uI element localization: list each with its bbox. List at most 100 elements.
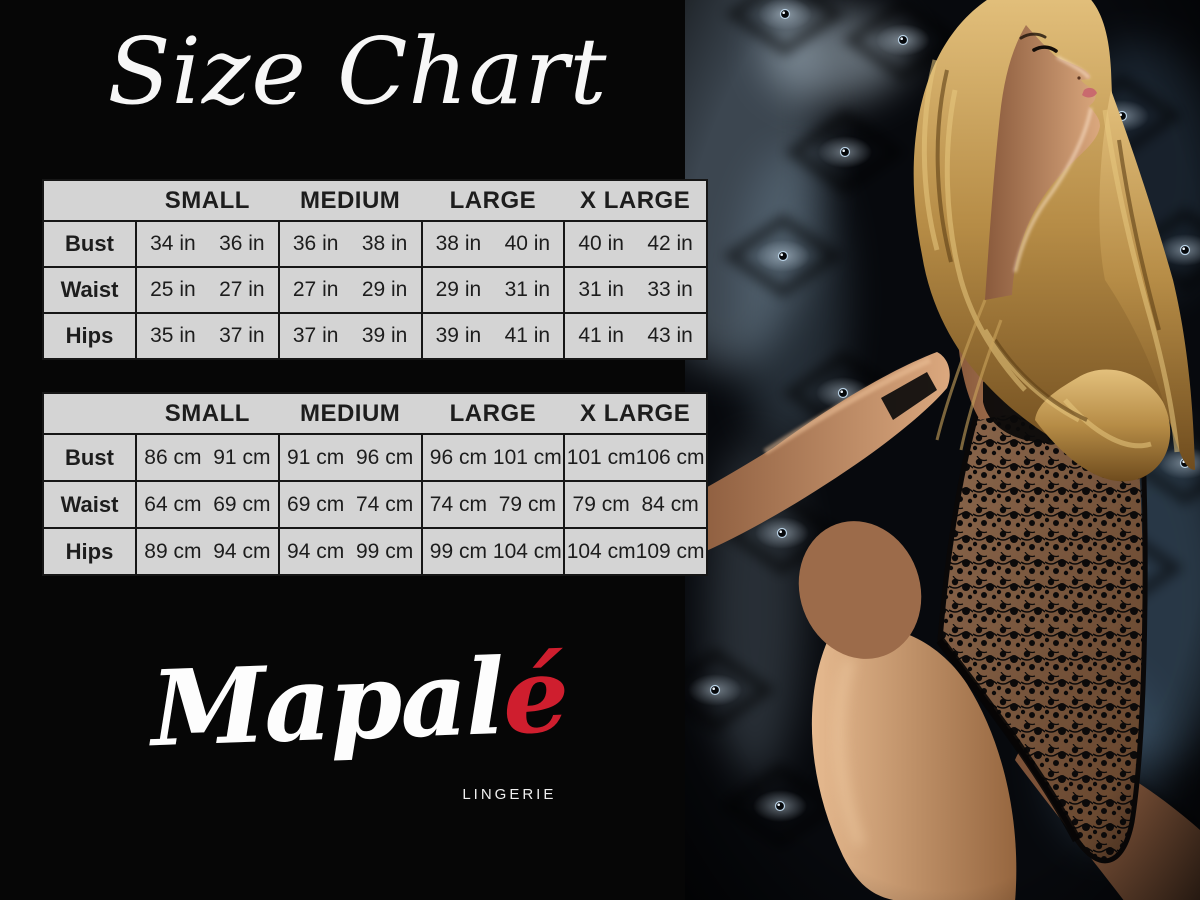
size-range-cell: 89 cm 94 cm bbox=[135, 527, 280, 576]
size-range-cell: 104 cm109 cm bbox=[563, 527, 708, 576]
size-value: 39 in bbox=[361, 324, 408, 347]
table-row-bust: Bust 86 cm 91 cm 91 cm 96 cm 96 cm 101 cm 101 c… bbox=[42, 433, 708, 482]
size-value: 37 in bbox=[292, 324, 339, 347]
size-value: 42 in bbox=[647, 232, 693, 255]
size-value: 79 cm bbox=[498, 492, 556, 516]
row-label: Bust bbox=[42, 220, 137, 268]
size-value: 41 in bbox=[578, 324, 624, 347]
size-value: 40 in bbox=[504, 232, 551, 255]
size-value: 37 in bbox=[219, 324, 265, 347]
size-value: 36 in bbox=[292, 232, 339, 255]
size-value: 84 cm bbox=[641, 492, 699, 516]
size-value: 79 cm bbox=[572, 492, 630, 516]
size-value: 27 in bbox=[219, 278, 265, 301]
size-range-cell: 27 in 29 in bbox=[277, 266, 423, 314]
table-row-hips: Hips 35 in 37 in 37 in 39 in 39 in 41 in 41 in 4… bbox=[42, 312, 708, 360]
size-value: 27 in bbox=[292, 278, 339, 301]
corner-cell bbox=[43, 392, 136, 435]
column-header-large: LARGE bbox=[421, 392, 565, 435]
model-photo-art bbox=[630, 0, 1200, 900]
size-value: 31 in bbox=[504, 278, 551, 301]
size-value: 91 cm bbox=[213, 445, 271, 469]
size-range-cell: 91 cm 96 cm bbox=[277, 433, 423, 482]
size-value: 41 in bbox=[504, 324, 551, 347]
corner-cell bbox=[43, 179, 136, 222]
column-header-small: SMALL bbox=[136, 179, 279, 222]
column-header-x-large: X LARGE bbox=[564, 179, 707, 222]
row-label: Hips bbox=[42, 312, 137, 360]
size-value: 109 cm bbox=[635, 539, 705, 563]
size-range-cell: 36 in 38 in bbox=[277, 220, 423, 268]
size-range-cell: 69 cm 74 cm bbox=[277, 480, 423, 529]
header-row: SMALL MEDIUM LARGE X LARGE bbox=[43, 392, 707, 435]
size-value: 101 cm bbox=[492, 445, 562, 469]
size-value: 74 cm bbox=[356, 492, 414, 516]
size-value: 36 in bbox=[219, 232, 265, 255]
size-value: 89 cm bbox=[144, 539, 202, 563]
size-value: 31 in bbox=[578, 278, 624, 301]
size-value: 69 cm bbox=[287, 492, 345, 516]
size-range-cell: 64 cm 69 cm bbox=[135, 480, 280, 529]
column-header-x-large: X LARGE bbox=[564, 392, 707, 435]
size-range-cell: 86 cm 91 cm bbox=[135, 433, 280, 482]
size-range-cell: 94 cm 99 cm bbox=[277, 527, 423, 576]
size-value: 64 cm bbox=[144, 492, 202, 516]
size-value: 39 in bbox=[435, 324, 482, 347]
size-range-cell: 39 in 41 in bbox=[420, 312, 566, 360]
row-label: Waist bbox=[42, 266, 137, 314]
size-table-inches: SMALL MEDIUM LARGE X LARGE Bust 34 in 36 in 36 … bbox=[42, 179, 708, 360]
table-row-bust: Bust 34 in 36 in 36 in 38 in 38 in 40 in 40 in 4… bbox=[42, 220, 708, 268]
page-title: Size Chart bbox=[107, 18, 608, 125]
vignette-overlay bbox=[685, 0, 1200, 900]
row-label: Hips bbox=[42, 527, 137, 576]
row-label: Bust bbox=[42, 433, 137, 482]
size-range-cell: 40 in 42 in bbox=[563, 220, 708, 268]
size-value: 25 in bbox=[150, 278, 196, 301]
size-value: 94 cm bbox=[213, 539, 271, 563]
size-range-cell: 25 in 27 in bbox=[135, 266, 280, 314]
column-header-medium: MEDIUM bbox=[278, 179, 422, 222]
size-value: 35 in bbox=[150, 324, 196, 347]
size-range-cell: 38 in 40 in bbox=[420, 220, 566, 268]
size-value: 99 cm bbox=[356, 539, 414, 563]
size-range-cell: 101 cm106 cm bbox=[563, 433, 708, 482]
brand-name-accent: é bbox=[500, 632, 570, 758]
brand-logo: Mapalé LINGERIE bbox=[137, 633, 583, 822]
size-range-cell: 35 in 37 in bbox=[135, 312, 280, 360]
size-value: 94 cm bbox=[287, 539, 345, 563]
size-value: 38 in bbox=[361, 232, 408, 255]
size-value: 34 in bbox=[150, 232, 196, 255]
size-table-centimeters: SMALL MEDIUM LARGE X LARGE Bust 86 cm 91 cm 91 … bbox=[42, 392, 708, 576]
row-label: Waist bbox=[42, 480, 137, 529]
model-photo bbox=[630, 0, 1200, 900]
size-value: 99 cm bbox=[429, 539, 487, 563]
column-header-large: LARGE bbox=[421, 179, 565, 222]
brand-tagline: LINGERIE bbox=[462, 785, 557, 803]
size-value: 106 cm bbox=[635, 445, 705, 469]
size-range-cell: 74 cm 79 cm bbox=[420, 480, 566, 529]
brand-name-prefix: Mapal bbox=[148, 635, 506, 771]
table-row-waist: Waist 25 in 27 in 27 in 29 in 29 in 31 in 31 in… bbox=[42, 266, 708, 314]
size-value: 38 in bbox=[435, 232, 482, 255]
size-value: 104 cm bbox=[566, 539, 636, 563]
size-value: 29 in bbox=[361, 278, 408, 301]
size-value: 96 cm bbox=[356, 445, 414, 469]
size-value: 74 cm bbox=[429, 492, 487, 516]
size-range-cell: 99 cm 104 cm bbox=[420, 527, 566, 576]
model-figure bbox=[685, 0, 1200, 900]
size-value: 29 in bbox=[435, 278, 482, 301]
size-value: 104 cm bbox=[492, 539, 562, 563]
table-row-waist: Waist 64 cm 69 cm 69 cm 74 cm 74 cm 79 cm 79 cm… bbox=[42, 480, 708, 529]
size-value: 43 in bbox=[647, 324, 693, 347]
table-row-hips: Hips 89 cm 94 cm 94 cm 99 cm 99 cm 104 cm 104 c… bbox=[42, 527, 708, 576]
size-range-cell: 37 in 39 in bbox=[277, 312, 423, 360]
size-range-cell: 41 in 43 in bbox=[563, 312, 708, 360]
size-value: 40 in bbox=[578, 232, 624, 255]
brand-wordmark: Mapalé bbox=[149, 633, 569, 770]
header-row: SMALL MEDIUM LARGE X LARGE bbox=[43, 179, 707, 222]
size-value: 86 cm bbox=[144, 445, 202, 469]
column-header-medium: MEDIUM bbox=[278, 392, 422, 435]
size-value: 96 cm bbox=[429, 445, 487, 469]
size-value: 33 in bbox=[647, 278, 693, 301]
